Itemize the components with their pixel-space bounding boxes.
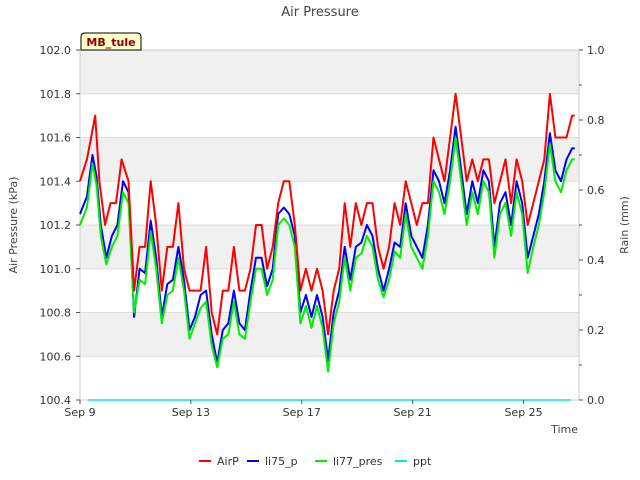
y2-tick-label: 0.6 — [587, 184, 605, 197]
chart-title: Air Pressure — [281, 5, 359, 20]
axis-ticks: 100.4 100.6 100.8 101.0 101.2 101.4 101.6 101.8… — [40, 44, 605, 419]
y2-tick-label: 0.4 — [587, 254, 605, 267]
y-tick-label: 100.4 — [40, 394, 72, 407]
y2-tick-label: 0.2 — [587, 324, 605, 337]
x-tick-label: Sep 21 — [394, 406, 432, 419]
x-tick-label: Sep 25 — [504, 406, 542, 419]
series-line-li77_pres — [79, 136, 575, 373]
y-tick-label: 100.8 — [40, 307, 72, 320]
x-tick-label: Sep 9 — [64, 406, 95, 419]
y-tick-label: 101.8 — [40, 88, 72, 101]
x-tick-label: Sep 13 — [172, 406, 210, 419]
x-tick-label: Sep 17 — [283, 406, 321, 419]
band — [80, 50, 579, 94]
x-axis-label: Time — [550, 423, 578, 436]
series-lines — [79, 92, 575, 401]
y-tick-label: 101.0 — [40, 263, 72, 276]
y2-tick-label: 1.0 — [587, 44, 605, 57]
y2-tick-label: 0.0 — [587, 394, 605, 407]
y2-axis-label: Rain (mm) — [618, 196, 631, 254]
y-tick-label: 100.6 — [40, 350, 72, 363]
y-tick-label: 101.4 — [40, 175, 72, 188]
site-label: MB_tule — [86, 36, 135, 49]
series-line-AirP — [79, 92, 575, 336]
gridlines — [80, 49, 579, 401]
background-bands — [80, 50, 579, 357]
band — [80, 137, 579, 182]
y-tick-label: 102.0 — [40, 44, 72, 57]
y-axis-label: Air Pressure (kPa) — [7, 177, 20, 274]
site-label-box: MB_tule — [80, 32, 142, 51]
legend: AirP li75_p li77_pres ppt — [199, 455, 432, 468]
y2-tick-label: 0.8 — [587, 114, 605, 127]
y-tick-label: 101.2 — [40, 219, 72, 232]
y-tick-label: 101.6 — [40, 132, 72, 145]
legend-label-ppt: ppt — [413, 455, 432, 468]
legend-label-li75_p: li75_p — [265, 455, 298, 468]
legend-label-li77_pres: li77_pres — [333, 455, 383, 468]
legend-label-AirP: AirP — [217, 455, 239, 468]
